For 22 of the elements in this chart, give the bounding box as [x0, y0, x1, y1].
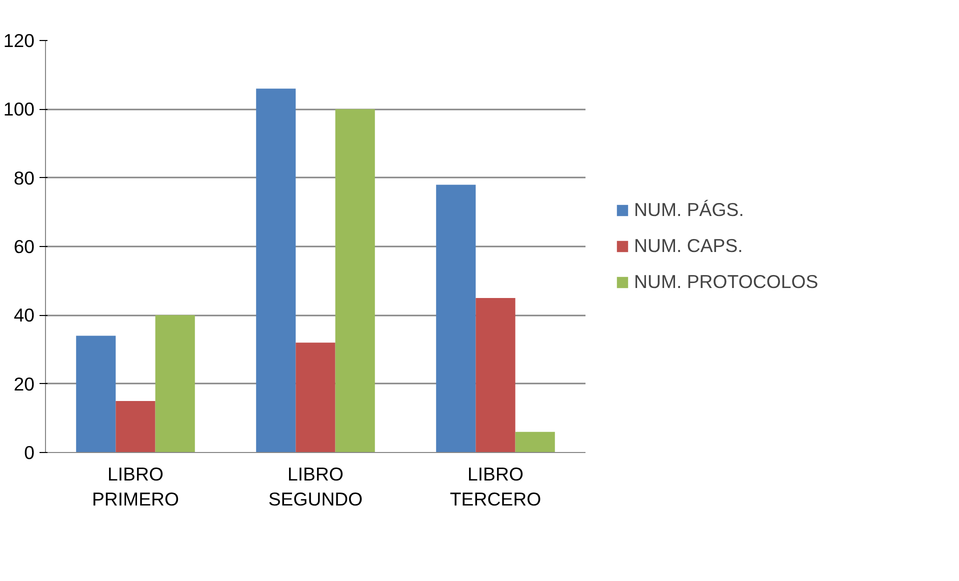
y-tick-label: 0	[24, 442, 35, 463]
y-tick-label: 80	[14, 167, 35, 188]
bar	[515, 432, 555, 452]
bar	[296, 342, 336, 452]
bar	[335, 109, 375, 452]
y-tick-label: 20	[14, 373, 35, 394]
x-tick-label: LIBRO SEGUNDO	[268, 464, 363, 510]
legend-label: NUM. CAPS.	[634, 235, 743, 257]
legend-label: NUM. PÁGS.	[634, 199, 744, 221]
y-tick-label: 60	[14, 236, 35, 257]
y-tick-label: 100	[3, 98, 35, 120]
bar	[436, 184, 476, 452]
bar	[476, 298, 516, 452]
legend-label: NUM. PROTOCOLOS	[634, 271, 818, 293]
bar	[116, 401, 156, 452]
x-tick-label: LIBRO PRIMERO	[92, 464, 180, 510]
x-tick-label: LIBRO TERCERO	[450, 464, 542, 510]
y-tick-label: 120	[3, 30, 35, 51]
y-tick-label: 40	[14, 304, 35, 326]
bar	[76, 336, 116, 452]
bar	[155, 315, 195, 452]
bar	[256, 88, 296, 452]
